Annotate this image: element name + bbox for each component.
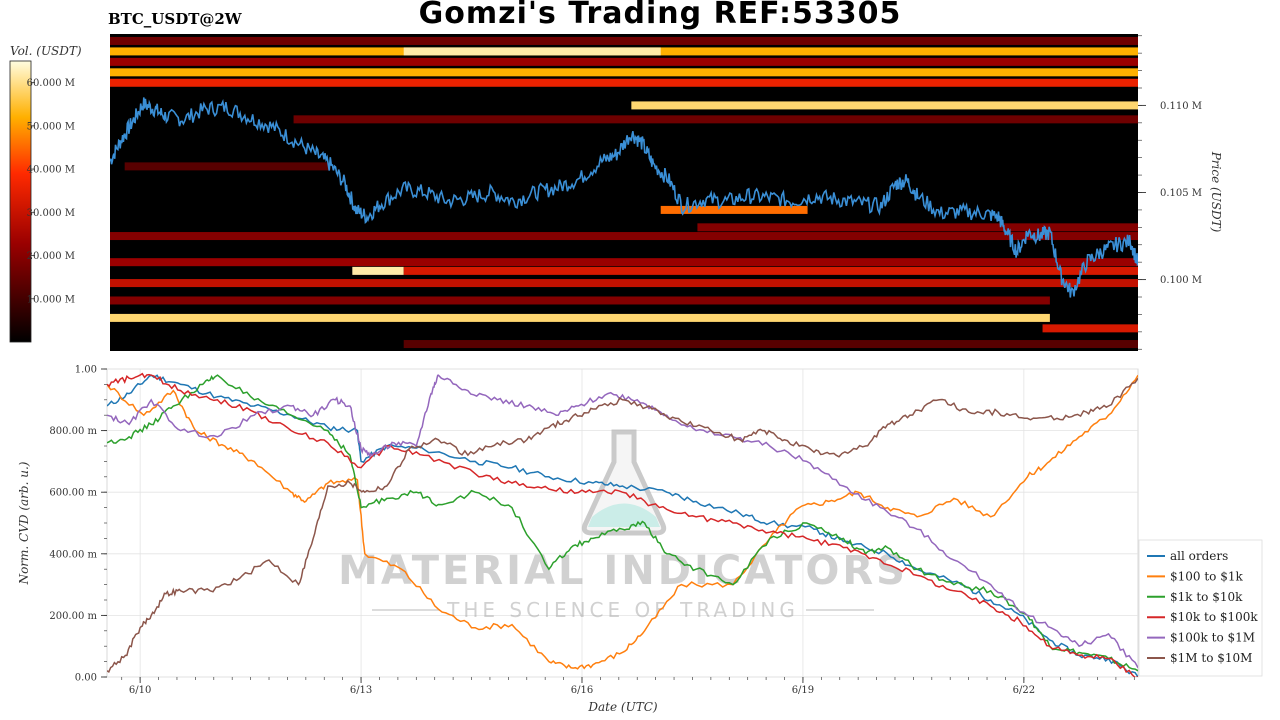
- watermark-subtitle: THE SCIENCE OF TRADING: [446, 598, 799, 622]
- heatmap-band: [110, 258, 1138, 267]
- heatmap-bands: [110, 36, 1138, 349]
- cvd-y-tick-label: 400.00 m: [49, 549, 97, 560]
- cvd-y-tick-label: 800.00 m: [49, 426, 97, 437]
- heatmap-band: [660, 205, 808, 214]
- colorbar-tick-label: 10.000 M: [27, 294, 75, 305]
- legend-label: $10k to $100k: [1170, 610, 1258, 624]
- cvd-x-tick-label: 6/22: [1013, 685, 1035, 696]
- cvd-x-tick-label: 6/16: [571, 685, 593, 696]
- cvd-line-5: [107, 377, 1138, 673]
- heatmap-band: [110, 279, 1138, 288]
- colorbar-tick-label: 60.000 M: [27, 78, 75, 89]
- legend-label: $1M to $10M: [1170, 651, 1252, 665]
- legend: all orders $100 to $1k $1k to $10k $10k to …: [1138, 539, 1263, 677]
- legend-label: all orders: [1170, 549, 1228, 563]
- heatmap-band: [631, 101, 1138, 110]
- watermark: MATERIAL INDICATORS THE SCIENCE OF TRADI…: [338, 429, 908, 622]
- colorbar-tick-label: 20.000 M: [27, 251, 75, 262]
- colorbar-label: Vol. (USDT): [10, 44, 82, 58]
- heatmap-band: [110, 313, 1050, 322]
- cvd-x-label: Date (UTC): [587, 700, 657, 714]
- heatmap-band: [110, 68, 1138, 77]
- price-axis-label: Price (USDT): [1209, 151, 1223, 233]
- heatmap-band: [403, 47, 661, 56]
- pair-label: BTC_USDT@2W: [108, 10, 242, 28]
- heatmap-band: [124, 162, 331, 171]
- price-axis-ticks: 0.100 M 0.105 M 0.110 M: [1138, 35, 1202, 350]
- watermark-title: MATERIAL INDICATORS: [338, 548, 908, 594]
- legend-box: [1138, 539, 1263, 677]
- price-tick-label: 0.110 M: [1160, 101, 1202, 112]
- chart-title: Gomzi's Trading REF:53305: [418, 0, 902, 31]
- colorbar-tick-label: 50.000 M: [27, 121, 75, 132]
- heatmap-panel: 0.100 M 0.105 M 0.110 M Price (USDT): [110, 34, 1223, 351]
- heatmap-band: [352, 266, 404, 275]
- cvd-y-ticks: 0.00 200.00 m 400.00 m 600.00 m 800.00 m 1.00: [49, 365, 107, 684]
- colorbar-ticks: 10.000 M 20.000 M 30.000 M 40.000 M 50.000 M…: [27, 78, 75, 305]
- heatmap-band: [403, 266, 1138, 275]
- cvd-y-tick-label: 1.00: [75, 365, 97, 376]
- heatmap-band: [110, 78, 1138, 87]
- legend-label: $100 to $1k: [1170, 569, 1243, 583]
- legend-items: all orders $100 to $1k $1k to $10k $10k to …: [1147, 549, 1258, 665]
- cvd-line-2: [107, 374, 1138, 672]
- cvd-y-tick-label: 600.00 m: [49, 488, 97, 499]
- colorbar: Vol. (USDT) 10.000 M 20.000 M 30.000 M 40.0…: [9, 44, 82, 343]
- cvd-line-3: [107, 372, 1138, 677]
- cvd-line-4: [107, 374, 1138, 669]
- heatmap-band: [1042, 324, 1138, 333]
- cvd-series: [107, 372, 1138, 677]
- colorbar-tick-label: 40.000 M: [27, 165, 75, 176]
- price-tick-label: 0.100 M: [1160, 275, 1202, 286]
- heatmap-band: [110, 232, 1138, 241]
- legend-label: $1k to $10k: [1170, 590, 1243, 604]
- heatmap-band: [697, 223, 1138, 232]
- cvd-y-label: Norm. CVD (arb. u.): [17, 461, 31, 585]
- cvd-y-tick-label: 0.00: [75, 673, 97, 684]
- heatmap-band: [403, 340, 1138, 349]
- cvd-x-tick-label: 6/10: [129, 685, 151, 696]
- flask-icon: [581, 429, 667, 536]
- cvd-x-ticks: 6/10 6/13 6/16 6/19 6/22: [121, 677, 1135, 696]
- cvd-y-tick-label: 200.00 m: [49, 611, 97, 622]
- heatmap-band: [110, 296, 1050, 305]
- heatmap-band: [110, 57, 1138, 66]
- legend-label: $100k to $1M: [1170, 631, 1255, 645]
- cvd-line-0: [107, 374, 1138, 677]
- cvd-x-tick-label: 6/19: [792, 685, 814, 696]
- colorbar-tick-label: 30.000 M: [27, 208, 75, 219]
- cvd-panel: MATERIAL INDICATORS THE SCIENCE OF TRADI…: [17, 365, 1263, 714]
- heatmap-band: [110, 36, 1138, 45]
- colorbar-gradient: [9, 60, 32, 343]
- cvd-line-1: [107, 374, 1138, 670]
- price-line: [110, 97, 1138, 298]
- cvd-x-tick-label: 6/13: [350, 685, 372, 696]
- price-tick-label: 0.105 M: [1160, 188, 1202, 199]
- heatmap-band: [293, 115, 1138, 124]
